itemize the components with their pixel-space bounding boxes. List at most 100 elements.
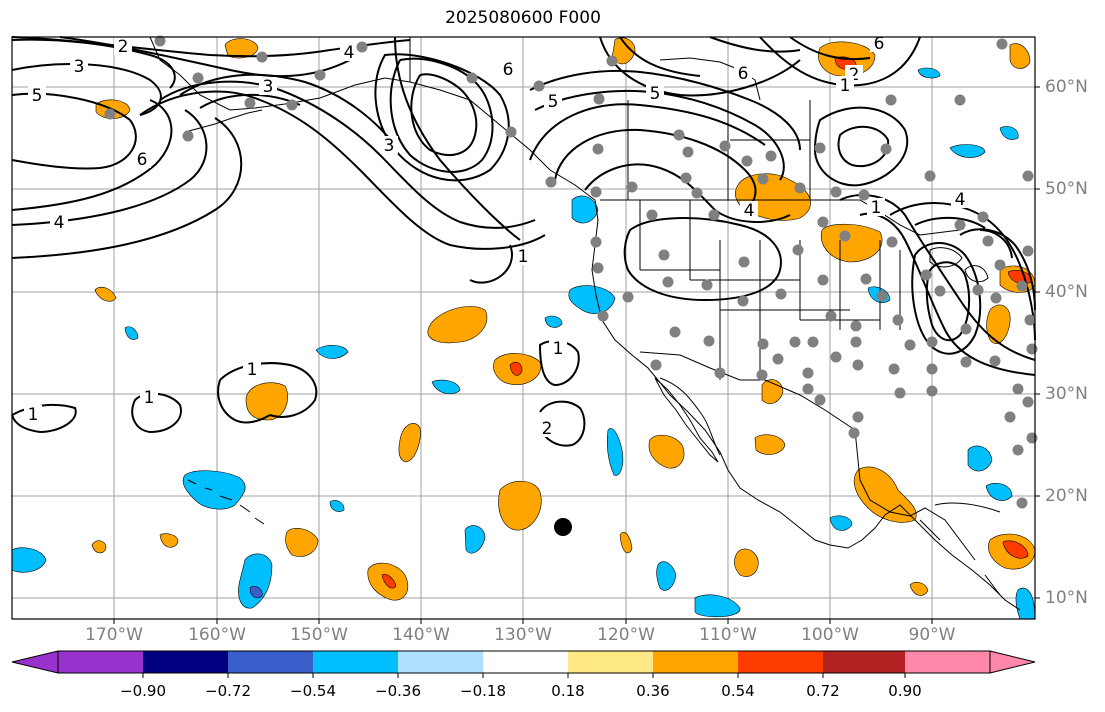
negative-anomaly-area <box>11 547 47 573</box>
negative-anomaly-area <box>544 315 563 328</box>
positive-anomaly-area <box>381 573 397 589</box>
colorbar-tick-label: −0.72 <box>205 682 251 700</box>
contour-label: 1 <box>553 339 564 359</box>
colorbar-segment <box>823 651 905 673</box>
colorbar <box>11 650 1036 678</box>
negative-anomaly-area <box>238 553 273 609</box>
cuba <box>934 502 1001 513</box>
lon-label: 170°W <box>85 625 143 645</box>
contour-label: 4 <box>744 201 755 221</box>
colorbar-segment <box>738 651 823 673</box>
positive-anomaly-area <box>285 527 319 557</box>
coastline-north-america <box>409 37 1021 611</box>
positive-anomaly-area <box>820 223 883 263</box>
negative-anomaly-area <box>249 586 263 599</box>
contour-label: 1 <box>840 76 851 96</box>
coastline-aleutians <box>184 109 263 133</box>
colorbar-tick-label: 0.72 <box>806 682 840 700</box>
colorbar-extend-min <box>11 650 59 674</box>
lon-label: 130°W <box>494 625 552 645</box>
center-marker <box>554 518 572 536</box>
state-borders <box>639 200 901 380</box>
colorbar-segment <box>398 651 483 673</box>
lon-label: 160°W <box>188 625 246 645</box>
positive-anomaly-area <box>986 304 1011 344</box>
lat-label: 30°N <box>1045 384 1088 404</box>
negative-anomaly-area <box>985 483 1013 501</box>
shaded-anomalies <box>11 37 1036 620</box>
colorbar-extend-max <box>989 650 1036 674</box>
positive-anomaly-area <box>427 306 488 344</box>
lon-label: 150°W <box>290 625 348 645</box>
negative-anomaly-area <box>315 345 349 359</box>
contour-label: 6 <box>738 64 749 84</box>
negative-anomaly-area <box>124 326 139 340</box>
contour-label: 1 <box>518 247 529 267</box>
positive-anomaly-area <box>509 361 523 376</box>
coastline-gulf <box>854 429 961 541</box>
contour-label: 4 <box>955 190 966 210</box>
colorbar-segment <box>483 651 568 673</box>
negative-anomaly-area <box>967 445 993 472</box>
positive-anomaly-area <box>159 533 179 548</box>
map-title: 2025080600 F000 <box>445 8 601 28</box>
colorbar-tick-label: 0.18 <box>551 682 585 700</box>
contour-label: 1 <box>28 405 39 425</box>
colorbar-segment <box>313 651 398 673</box>
lon-label: 110°W <box>699 625 757 645</box>
contour-label: 2 <box>849 65 860 85</box>
contour-label: 3 <box>263 77 274 97</box>
axis-ticks <box>113 86 1040 624</box>
contour-label: 4 <box>54 213 65 233</box>
positive-anomaly-area <box>1009 43 1031 69</box>
lon-label: 120°W <box>597 625 655 645</box>
positive-anomaly-area <box>754 434 786 455</box>
positive-anomaly-area <box>224 38 259 59</box>
negative-anomaly-area <box>917 67 941 79</box>
lat-label: 60°N <box>1045 77 1088 97</box>
colorbar-segment <box>228 651 313 673</box>
positive-anomaly-area <box>648 434 685 469</box>
colorbar-tick-label: −0.90 <box>120 682 166 700</box>
negative-anomaly-area <box>694 594 741 618</box>
lon-label: 90°W <box>908 625 956 645</box>
contour-label: 5 <box>548 92 559 112</box>
positive-anomaly-area <box>909 581 929 596</box>
colorbar-segment <box>653 651 738 673</box>
contour-label: 1 <box>144 388 155 408</box>
lon-label: 100°W <box>801 625 859 645</box>
station-markers <box>104 35 1038 509</box>
central-america-borders <box>919 519 1001 596</box>
contour-label: 6 <box>137 150 148 170</box>
positive-anomaly-area <box>1002 540 1029 559</box>
us-mexico-border <box>639 351 856 431</box>
coastline-baja <box>654 377 719 463</box>
negative-anomaly-area <box>329 500 345 512</box>
positive-anomaly-area <box>94 286 117 302</box>
colorbar-segment <box>143 651 228 673</box>
contour-label: 1 <box>871 198 882 218</box>
colorbar-tick-label: 0.36 <box>636 682 670 700</box>
contour-label: 6 <box>503 60 514 80</box>
negative-anomaly-area <box>571 195 599 224</box>
contour-label: 3 <box>384 136 395 156</box>
lon-label: 140°W <box>392 625 450 645</box>
lat-label: 50°N <box>1045 179 1088 199</box>
contour-label: 5 <box>32 86 43 106</box>
colorbar-tick-label: −0.18 <box>460 682 506 700</box>
coastline-gulf-of-california <box>659 377 721 456</box>
contour-label: 5 <box>650 84 661 104</box>
negative-anomaly-area <box>829 515 853 531</box>
hawaii-islands <box>187 479 265 525</box>
lat-label: 10°N <box>1045 588 1088 608</box>
positive-anomaly-area <box>619 531 633 554</box>
contour-labels: 2 4 3 5 6 3 1 6 4 3 6 5 5 6 2 1 4 4 1 <box>24 34 969 439</box>
colorbar-tick-label: −0.36 <box>375 682 421 700</box>
lat-label: 40°N <box>1045 282 1088 302</box>
contour-label: 6 <box>874 34 885 54</box>
colorbar-segment <box>905 651 990 673</box>
contour-label: 3 <box>74 57 85 77</box>
colorbar-tick-label: 0.54 <box>721 682 755 700</box>
colorbar-segment <box>58 651 143 673</box>
